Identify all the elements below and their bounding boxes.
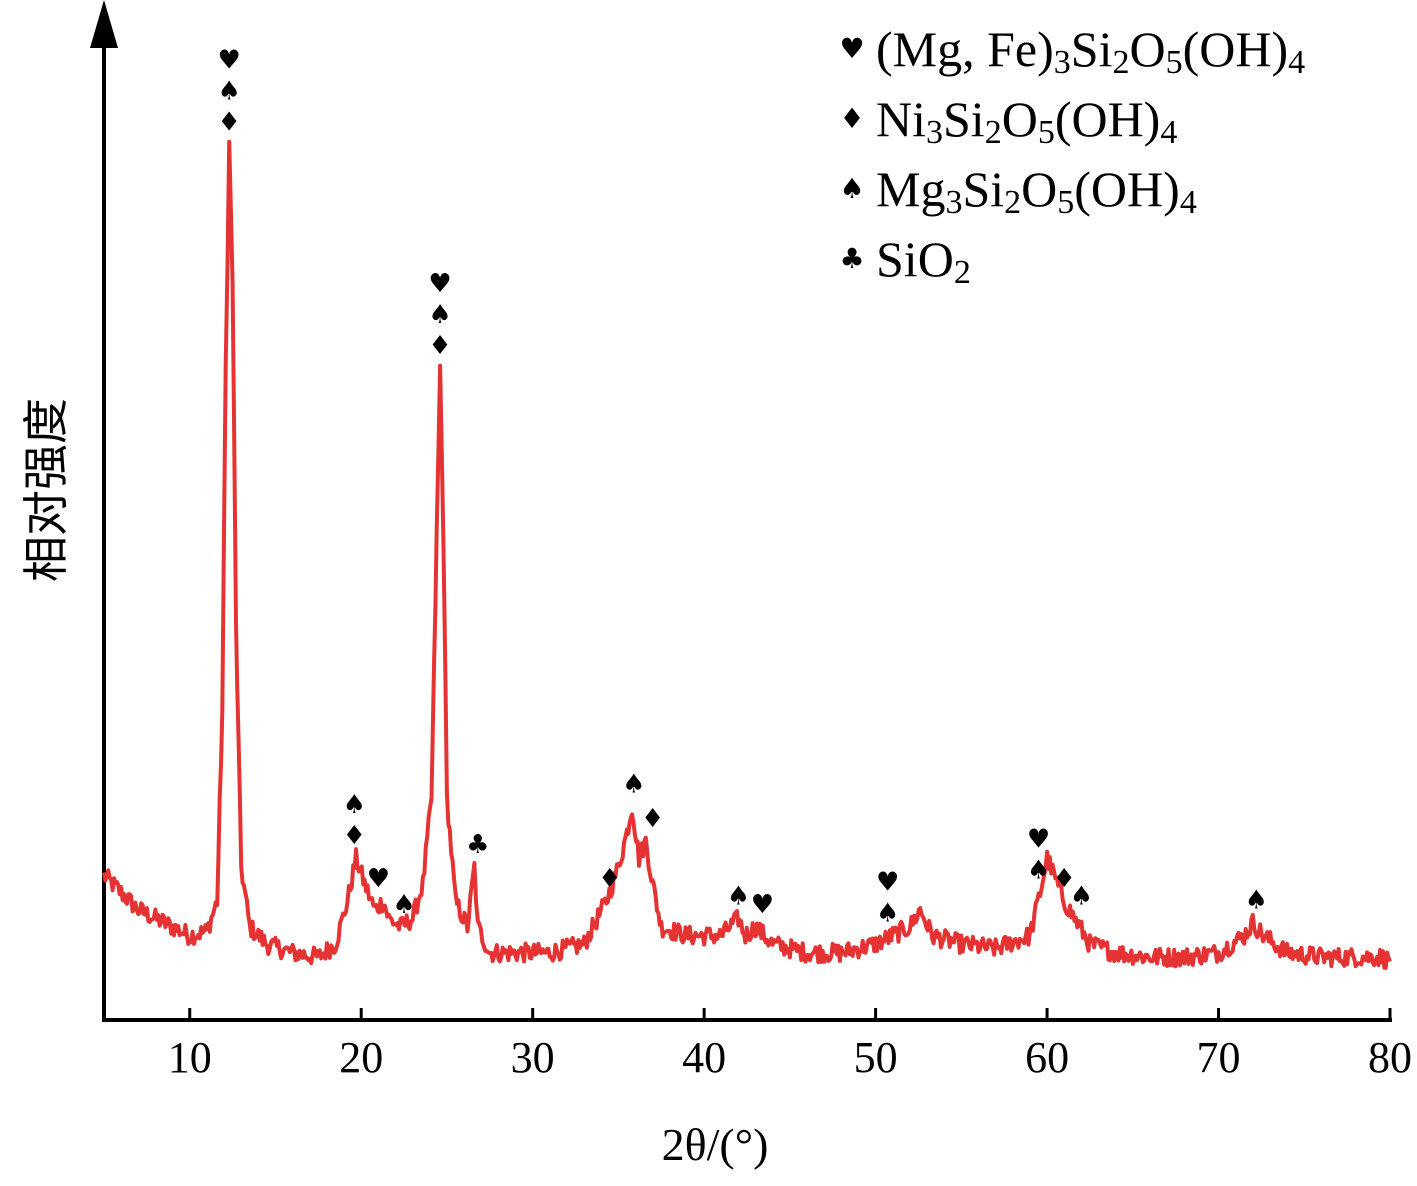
legend-label: (Mg, Fe)3Si2O5(OH)4 bbox=[876, 21, 1305, 81]
legend-label: SiO2 bbox=[876, 231, 971, 291]
y-axis-arrow bbox=[90, 0, 118, 48]
spade-icon: ♠ bbox=[392, 890, 415, 920]
spade-icon: ♠ bbox=[343, 790, 366, 820]
series-group bbox=[102, 139, 1392, 970]
x-ticks: 10 20 30 40 50 60 70 80 bbox=[168, 1008, 1412, 1082]
diamond-icon: ♦ bbox=[218, 107, 241, 137]
spade-icon: ♠ bbox=[839, 172, 864, 205]
legend-label: Mg3Si2O5(OH)4 bbox=[876, 161, 1197, 221]
heart-icon: ♥ bbox=[876, 868, 899, 898]
heart-icon: ♥ bbox=[367, 864, 390, 894]
x-tick-label: 60 bbox=[1025, 1033, 1069, 1082]
legend-label: Ni3Si2O5(OH)4 bbox=[876, 91, 1177, 151]
peak-annotations: ♥♠♦♠♦♥♠♥♠♦♣♦♠♦♠ ♥♥♠♥♠ ♦♠ ♠ bbox=[218, 45, 1268, 928]
heart-icon: ♥ bbox=[218, 45, 241, 75]
diamond-icon: ♦ bbox=[428, 331, 451, 361]
x-tick-label: 10 bbox=[168, 1033, 212, 1082]
spade-icon: ♠ bbox=[1027, 856, 1050, 886]
xrd-series-line bbox=[102, 139, 1392, 970]
diamond-icon: ♦ bbox=[839, 102, 864, 135]
heart-icon: ♥ bbox=[428, 269, 451, 299]
diamond-icon: ♦ bbox=[343, 821, 366, 851]
diamond-icon: ♦ bbox=[598, 864, 621, 894]
heart-icon: ♥ bbox=[751, 890, 774, 920]
spade-icon: ♠ bbox=[876, 899, 899, 929]
x-tick-label: 50 bbox=[854, 1033, 898, 1082]
club-icon: ♣ bbox=[466, 830, 489, 860]
x-tick-label: 20 bbox=[339, 1033, 383, 1082]
x-tick-label: 40 bbox=[682, 1033, 726, 1082]
spade-icon: ♠ bbox=[727, 881, 750, 911]
spade-icon: ♠ bbox=[428, 300, 451, 330]
spade-icon: ♠ bbox=[1245, 886, 1268, 916]
x-axis-title: 2θ/(°) bbox=[662, 1119, 769, 1170]
x-tick-label: 80 bbox=[1368, 1033, 1412, 1082]
heart-icon: ♥ bbox=[839, 32, 864, 65]
y-axis-title: 相对强度 bbox=[21, 398, 72, 582]
spade-icon: ♠ bbox=[622, 770, 645, 800]
x-tick-label: 30 bbox=[511, 1033, 555, 1082]
spade-icon: ♠ bbox=[1070, 881, 1093, 911]
spade-icon: ♠ bbox=[218, 76, 241, 106]
x-tick-label: 70 bbox=[1197, 1033, 1241, 1082]
diamond-icon: ♦ bbox=[1053, 864, 1076, 894]
heart-icon: ♥ bbox=[1027, 825, 1050, 855]
legend: ♥ (Mg, Fe)3Si2O5(OH)4 ♦ Ni3Si2O5(OH)4 ♠ Mg3Si… bbox=[839, 21, 1305, 291]
club-icon: ♣ bbox=[839, 242, 864, 275]
diamond-icon: ♦ bbox=[641, 804, 664, 834]
